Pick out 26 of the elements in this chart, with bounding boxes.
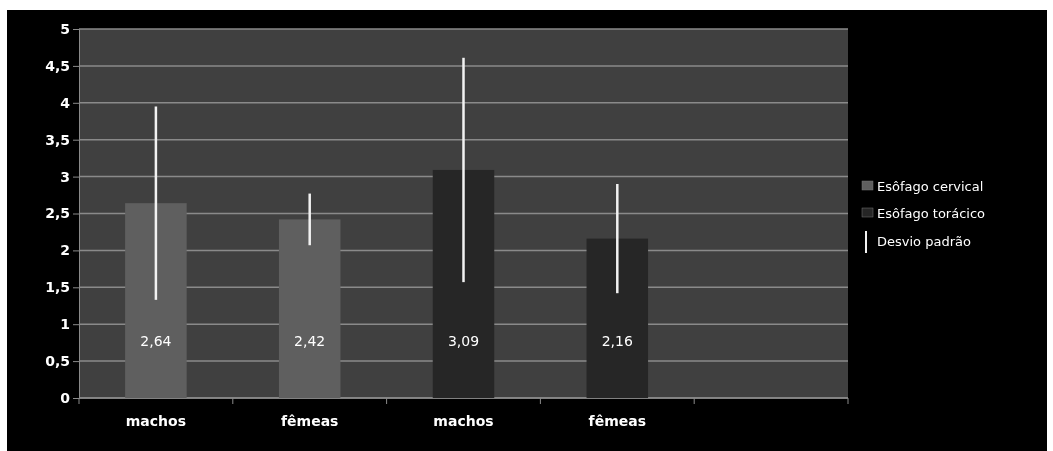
- data-label: 2,16: [601, 333, 633, 350]
- y-tick-label: 0: [60, 389, 71, 406]
- y-tick-label: 4: [60, 94, 71, 111]
- legend-label: Esôfago torácico: [877, 206, 986, 221]
- y-tick-label: 1: [60, 316, 70, 333]
- legend-label: Esôfago cervical: [877, 179, 984, 194]
- bar: [586, 238, 649, 398]
- data-label: 2,64: [140, 333, 172, 350]
- y-tick-label: 3: [60, 168, 70, 185]
- bar: [432, 169, 495, 398]
- y-tick-label: 1,5: [45, 279, 70, 296]
- bar: [278, 219, 341, 398]
- data-label: 2,42: [294, 333, 326, 350]
- x-tick-label: fêmeas: [280, 413, 339, 429]
- x-tick-label: fêmeas: [588, 413, 647, 429]
- y-tick-label: 5: [60, 20, 70, 37]
- y-tick-label: 2: [60, 242, 70, 259]
- y-tick-label: 4,5: [45, 57, 70, 74]
- x-tick-label: machos: [125, 413, 187, 429]
- x-tick-label: machos: [433, 413, 494, 429]
- y-tick-label: 2,5: [45, 205, 70, 222]
- bar: [125, 203, 187, 398]
- y-tick-label: 0,5: [45, 353, 70, 370]
- y-tick-label: 3,5: [45, 131, 70, 148]
- text: Desvio padrão: [877, 234, 971, 249]
- data-label: 3,09: [447, 333, 480, 350]
